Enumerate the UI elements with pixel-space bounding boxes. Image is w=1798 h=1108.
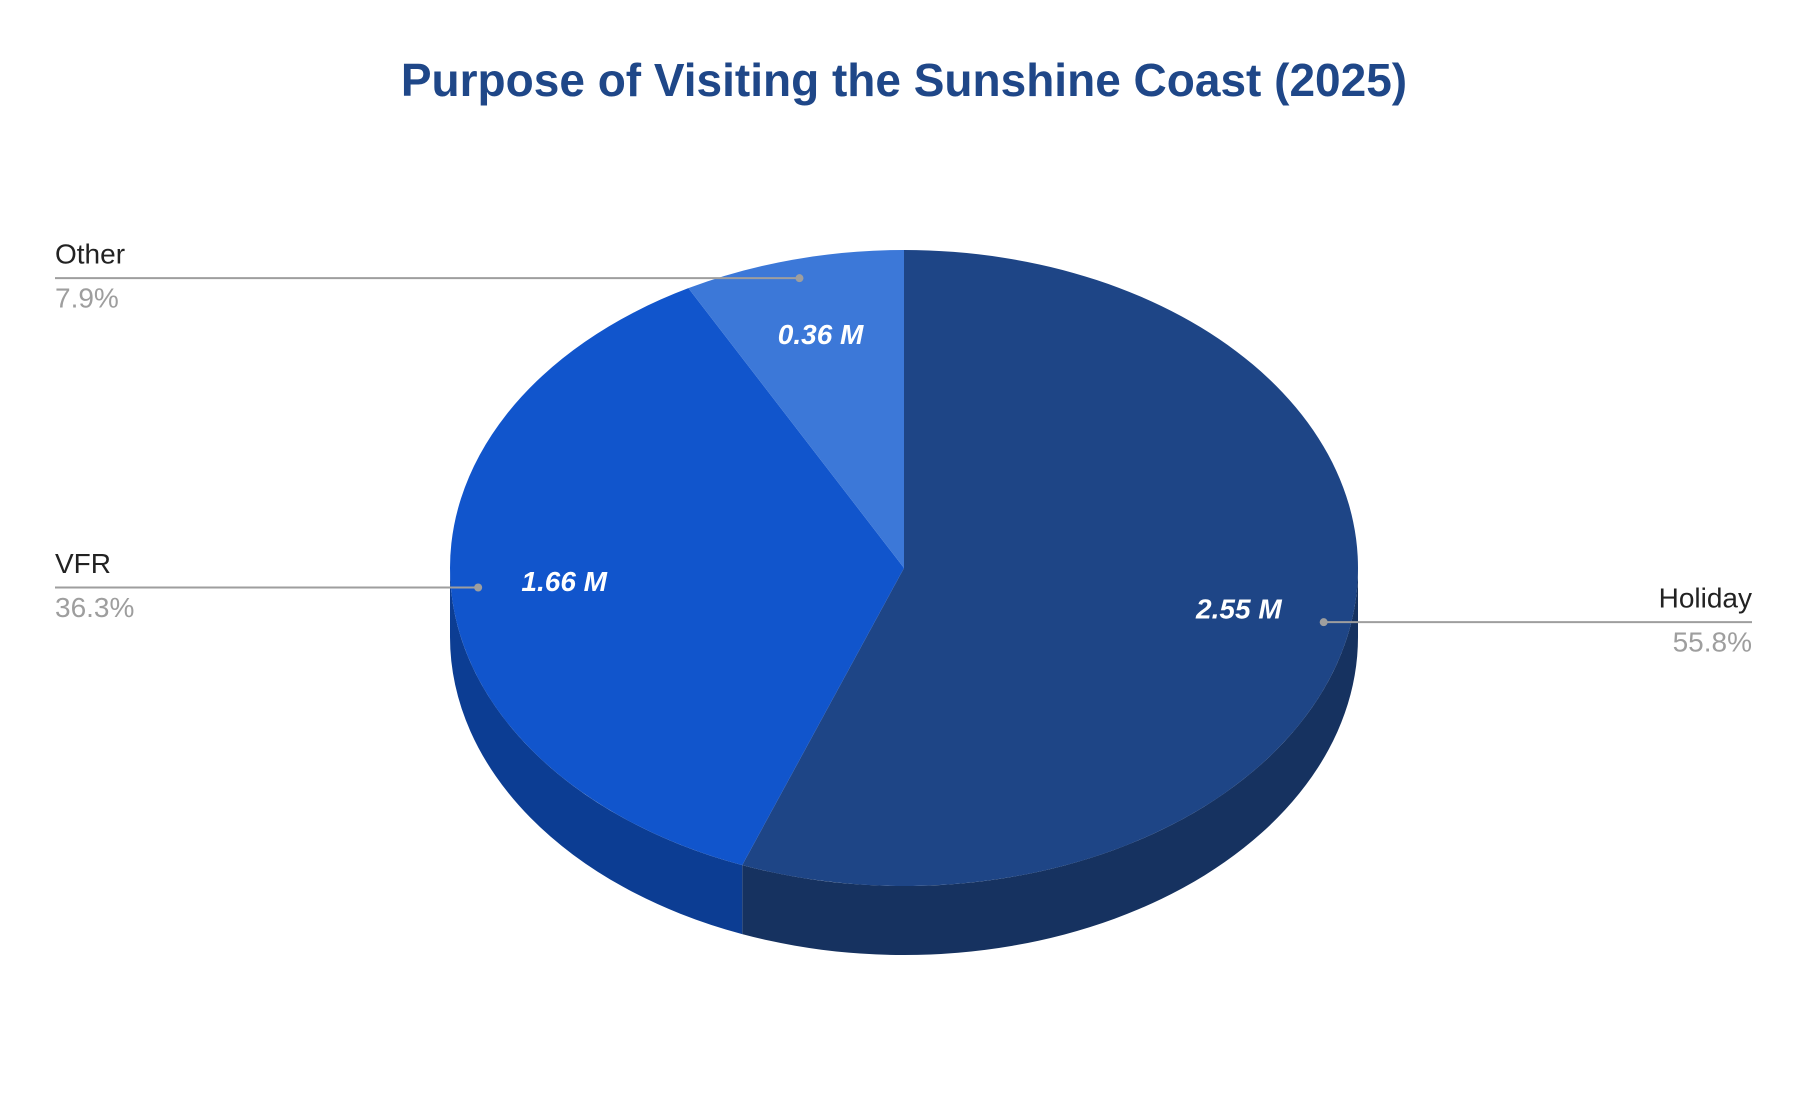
pie-slice bbox=[742, 250, 1358, 886]
slice-side bbox=[742, 568, 1358, 955]
pie-slice bbox=[449, 288, 904, 866]
percentage-label: 36.3% bbox=[55, 592, 134, 623]
pie-slice bbox=[688, 250, 904, 568]
leader-dot bbox=[474, 583, 483, 592]
percentage-label: 55.8% bbox=[1673, 627, 1752, 658]
leader-dot bbox=[1319, 618, 1328, 627]
value-label: 1.66 M bbox=[521, 566, 607, 597]
leader-dot bbox=[795, 274, 804, 283]
category-label: VFR bbox=[55, 548, 111, 579]
percentage-label: 7.9% bbox=[55, 283, 119, 314]
category-label: Other bbox=[55, 239, 125, 270]
value-label: 2.55 M bbox=[1195, 594, 1282, 625]
category-label: Holiday bbox=[1659, 583, 1752, 614]
value-label: 0.36 M bbox=[778, 319, 864, 350]
slice-side bbox=[449, 568, 743, 935]
chart-title: Purpose of Visiting the Sunshine Coast (… bbox=[401, 54, 1407, 106]
